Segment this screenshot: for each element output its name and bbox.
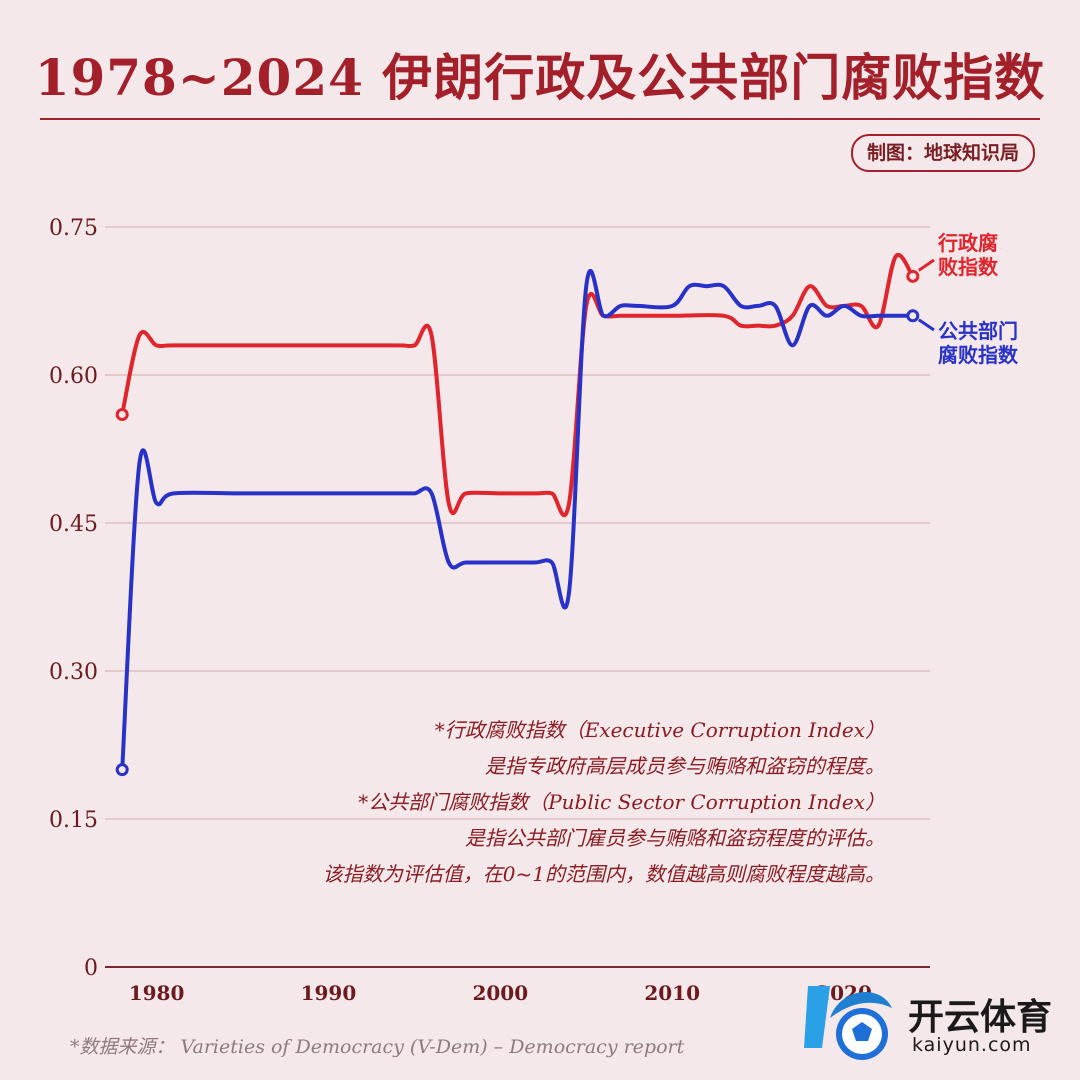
x-tick-label: 1980 [129,981,185,1005]
grid-lines [105,226,930,968]
soccer-ball-icon [804,986,892,1060]
note-line-4: 是指公共部门雇员参与贿赂和盗窃程度的评估。 [465,826,885,850]
x-tick-label: 2000 [472,981,528,1005]
note-line-5: 该指数为评估值，在0~1的范围内，数值越高则腐败程度越高。 [322,862,885,886]
brand-logo[interactable]: 开云体育 kaiyun.com [800,978,1070,1068]
title-underline [40,118,1040,120]
chart-title: 1978~2024 伊朗行政及公共部门腐败指数 [34,48,1046,107]
x-tick-label: 1990 [301,981,357,1005]
series-line [120,268,913,770]
series-label: 公共部门 [938,319,1018,343]
note-line-2: 是指专政府高层成员参与贿赂和盗窃的程度。 [485,754,885,778]
y-tick-label: 0 [84,956,98,981]
series-end-point [906,309,920,323]
brand-domain: kaiyun.com [912,1034,1032,1056]
series-label: 败指数 [938,255,999,279]
y-axis-ticks: 0 0.15 0.30 0.45 0.60 0.75 [49,216,98,981]
y-tick-label: 0.75 [49,216,98,241]
y-tick-label: 0.30 [49,660,98,685]
note-line-1: *行政腐败指数（Executive Corruption Index） [434,718,885,742]
series-label: 腐败指数 [938,343,1019,367]
series-start-point [115,763,129,777]
series-lines [115,252,920,777]
series-end-point [906,269,920,283]
series-start-point [115,407,129,421]
y-tick-label: 0.45 [49,512,98,537]
x-tick-label: 2010 [644,981,700,1005]
brand-name: 开云体育 [908,997,1053,1038]
definition-notes: *行政腐败指数（Executive Corruption Index） 是指专政… [323,712,885,892]
data-source: *数据来源： Varieties of Democracy (V-Dem) – … [70,1036,685,1058]
credit-badge: 制图：地球知识局 [850,134,1035,172]
series-label: 行政腐 [937,231,998,255]
x-axis-ticks: 1980 1990 2000 2010 2020 [129,981,872,1005]
series-leader-line [917,318,935,332]
y-tick-label: 0.60 [49,364,98,389]
note-line-3: *公共部门腐败指数（Public Sector Corruption Index… [358,790,885,814]
series-line [120,252,915,517]
y-tick-label: 0.15 [49,808,98,833]
series-leader-line [917,258,935,272]
